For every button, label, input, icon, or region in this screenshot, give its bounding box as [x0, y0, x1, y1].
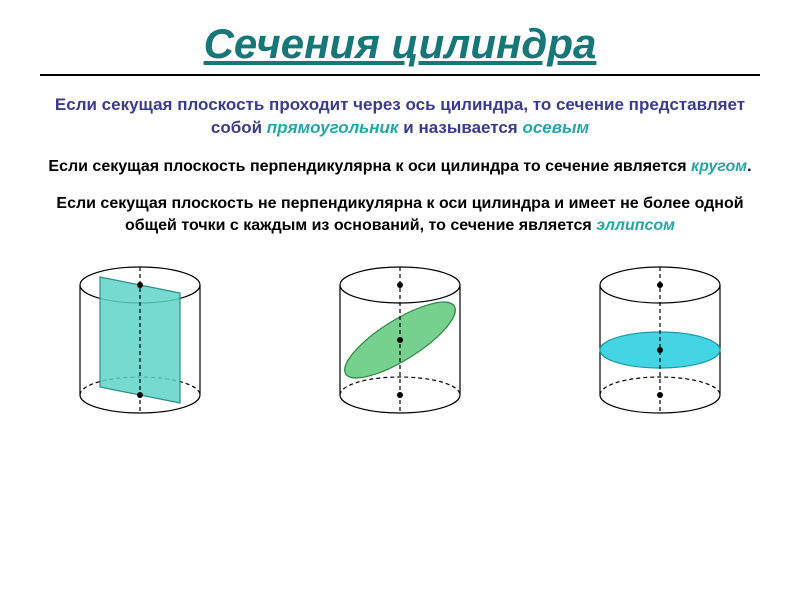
- para-text: .: [747, 158, 751, 175]
- para-ellipse: Если секущая плоскость не перпендикулярн…: [40, 193, 760, 236]
- axis-dot: [657, 347, 663, 353]
- para-text: и называется: [399, 118, 523, 137]
- para-text: Если секущая плоскость перпендикулярна к…: [48, 158, 691, 175]
- axis-dot: [137, 392, 143, 398]
- diagram-axial: [60, 255, 220, 425]
- slide: Сечения цилиндра Если секущая плоскость …: [0, 0, 800, 600]
- axis-dot: [397, 282, 403, 288]
- title-rule: [40, 74, 760, 76]
- para-highlight: эллипсом: [596, 217, 675, 234]
- para-highlight: осевым: [522, 118, 589, 137]
- diagram-ellipse: [320, 255, 480, 425]
- para-axial: Если секущая плоскость проходит через ос…: [40, 94, 760, 140]
- diagram-circle: [580, 255, 740, 425]
- para-highlight: кругом: [691, 158, 747, 175]
- axis-dot: [657, 392, 663, 398]
- diagram-row: [40, 255, 760, 425]
- para-circle: Если секущая плоскость перпендикулярна к…: [40, 156, 760, 178]
- page-title: Сечения цилиндра: [40, 20, 760, 68]
- axis-dot: [397, 392, 403, 398]
- axis-dot: [137, 282, 143, 288]
- axis-dot: [397, 337, 403, 343]
- para-highlight: прямоугольник: [267, 118, 399, 137]
- axis-dot: [657, 282, 663, 288]
